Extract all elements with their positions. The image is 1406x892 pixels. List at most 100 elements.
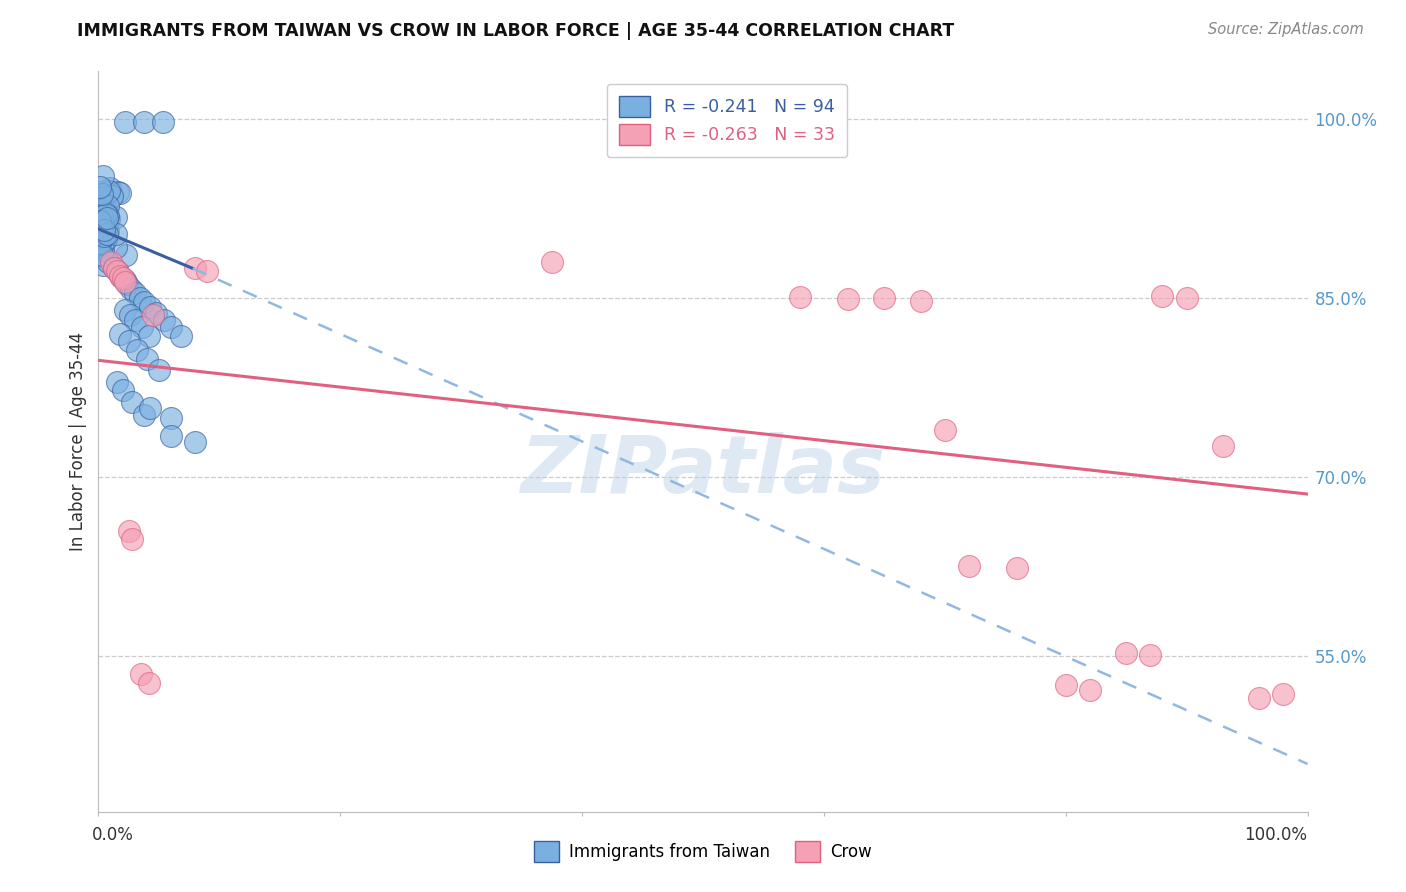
Text: 100.0%: 100.0% (1244, 826, 1308, 844)
Text: 0.0%: 0.0% (93, 826, 134, 844)
Point (118, 334, 141, 349)
Point (139, 300, 162, 314)
Point (1115, 646, 1137, 660)
Point (89, 223, 111, 237)
Point (117, 277, 139, 291)
Point (91, 243, 114, 257)
Point (91, 218, 114, 232)
Point (910, 293, 932, 308)
Point (134, 294, 156, 309)
Point (114, 275, 136, 289)
Point (108, 327, 131, 342)
Point (114, 114, 136, 128)
Point (121, 395, 143, 409)
Point (1249, 691, 1271, 706)
Point (90, 219, 112, 233)
Point (957, 558, 980, 573)
Point (96, 211, 118, 225)
Point (134, 409, 156, 423)
Point (91, 209, 114, 223)
Point (93, 223, 115, 237)
Point (103, 261, 125, 276)
Point (89, 192, 111, 206)
Point (115, 248, 138, 262)
Point (96, 219, 118, 234)
Point (91, 225, 114, 239)
Point (160, 410, 183, 425)
Point (152, 312, 174, 326)
Point (91, 230, 114, 244)
Point (100, 255, 122, 269)
Point (91, 198, 114, 212)
Point (97, 198, 120, 212)
Point (1272, 686, 1295, 700)
Point (98, 180, 121, 194)
Point (138, 675, 160, 690)
Point (114, 273, 136, 287)
Point (98, 211, 121, 226)
Point (1152, 289, 1174, 303)
Point (1054, 678, 1077, 692)
Point (148, 363, 170, 377)
Point (1212, 439, 1234, 453)
Point (91, 169, 114, 183)
Point (89, 202, 111, 216)
Point (89, 185, 111, 199)
Point (90, 224, 112, 238)
Point (134, 114, 156, 128)
Text: IMMIGRANTS FROM TAIWAN VS CROW IN LABOR FORCE | AGE 35-44 CORRELATION CHART: IMMIGRANTS FROM TAIWAN VS CROW IN LABOR … (77, 22, 955, 40)
Point (91, 248, 114, 262)
Point (93, 219, 115, 234)
Point (93, 221, 115, 235)
Point (195, 264, 218, 278)
Point (118, 524, 141, 538)
Point (89, 214, 111, 228)
Point (114, 303, 136, 318)
Text: Source: ZipAtlas.com: Source: ZipAtlas.com (1208, 22, 1364, 37)
Point (103, 261, 125, 276)
Point (789, 290, 811, 304)
Legend: Immigrants from Taiwan, Crow: Immigrants from Taiwan, Crow (526, 833, 880, 870)
Point (837, 293, 859, 307)
Point (98, 184, 121, 198)
Point (90, 202, 112, 217)
Point (108, 186, 131, 201)
Point (160, 319, 183, 334)
Point (118, 308, 141, 322)
Point (91, 220, 114, 235)
Point (169, 329, 191, 343)
Point (89, 208, 111, 222)
Point (97, 209, 120, 223)
Point (93, 229, 115, 244)
Point (152, 114, 174, 128)
Point (107, 265, 129, 279)
Point (124, 312, 146, 326)
Point (127, 343, 149, 357)
Point (93, 221, 115, 235)
Point (1139, 648, 1161, 663)
Point (96, 232, 118, 246)
Point (93, 206, 115, 220)
Point (90, 225, 112, 239)
Point (90, 221, 112, 235)
Point (94, 207, 117, 221)
Point (111, 271, 134, 285)
Point (94, 215, 117, 229)
Point (104, 210, 127, 224)
Point (93, 258, 115, 272)
Point (90, 226, 112, 240)
Point (108, 268, 131, 283)
Point (90, 219, 112, 233)
Point (111, 383, 134, 397)
Point (105, 264, 128, 278)
Point (105, 375, 128, 389)
Point (104, 240, 127, 254)
Point (138, 329, 160, 343)
Point (124, 286, 146, 301)
Point (142, 308, 165, 322)
Point (184, 261, 207, 276)
Text: ZIPatlas: ZIPatlas (520, 432, 886, 510)
Point (89, 235, 111, 250)
Point (128, 291, 150, 305)
Point (89, 180, 111, 194)
